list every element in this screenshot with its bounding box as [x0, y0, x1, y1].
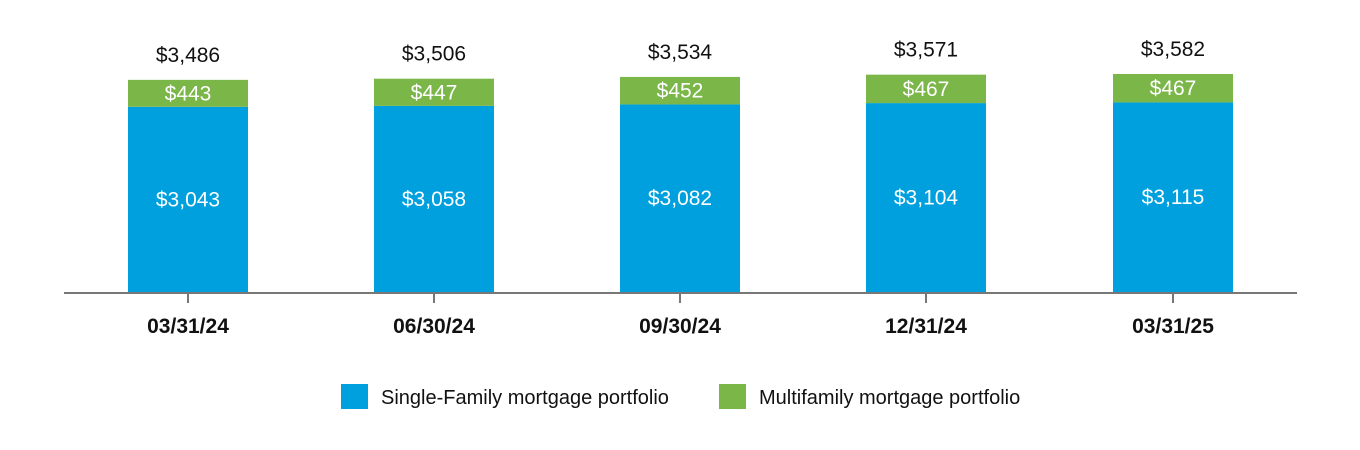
bar-single-family-1: [374, 105, 494, 292]
single-family-value-label: $3,043: [156, 188, 220, 211]
bar-multifamily-1: [374, 78, 494, 106]
total-value-label: $3,506: [402, 43, 466, 66]
single-family-value-label: $3,058: [402, 188, 466, 211]
total-value-label: $3,582: [1141, 38, 1205, 61]
bars-layer: $3,043 $443 $3,486 $3,058 $447 $3,506 $3,082 $4…: [128, 38, 1233, 293]
bar-multifamily-3: [866, 74, 986, 104]
x-tick-label: 09/30/24: [639, 315, 721, 338]
total-value-label: $3,571: [894, 39, 958, 62]
single-family-value-label: $3,104: [894, 187, 959, 210]
bar-single-family-2: [620, 104, 740, 292]
legend-swatch: [341, 384, 368, 409]
legend-label: Single-Family mortgage portfolio: [381, 387, 669, 409]
legend-swatch: [719, 384, 746, 409]
multifamily-value-label: $443: [165, 82, 212, 105]
multifamily-value-label: $467: [1150, 77, 1197, 100]
bar-single-family-4: [1113, 102, 1233, 292]
multifamily-value-label: $467: [903, 78, 950, 101]
single-family-value-label: $3,082: [648, 187, 712, 210]
bar-single-family-0: [128, 106, 248, 292]
bar-multifamily-0: [128, 79, 248, 107]
single-family-value-label: $3,115: [1142, 186, 1205, 209]
legend-item-single-family: Single-Family mortgage portfolio: [341, 384, 669, 409]
total-value-label: $3,534: [648, 41, 713, 64]
x-tick-label: 06/30/24: [393, 315, 475, 338]
bar-single-family-3: [866, 103, 986, 293]
x-tick-label: 03/31/25: [1132, 315, 1214, 338]
total-value-label: $3,486: [156, 44, 220, 67]
legend: Single-Family mortgage portfolio Multifam…: [341, 384, 1020, 409]
multifamily-value-label: $452: [657, 80, 704, 103]
legend-label: Multifamily mortgage portfolio: [759, 387, 1020, 409]
multifamily-value-label: $447: [411, 81, 458, 104]
legend-item-multifamily: Multifamily mortgage portfolio: [719, 384, 1020, 409]
bar-multifamily-2: [620, 76, 740, 105]
x-axis-ticks: 03/31/24 06/30/24 09/30/24 12/31/24 03/31/25: [147, 293, 1214, 338]
x-tick-label: 03/31/24: [147, 315, 229, 338]
x-tick-label: 12/31/24: [885, 315, 967, 338]
bar-multifamily-4: [1113, 74, 1233, 103]
